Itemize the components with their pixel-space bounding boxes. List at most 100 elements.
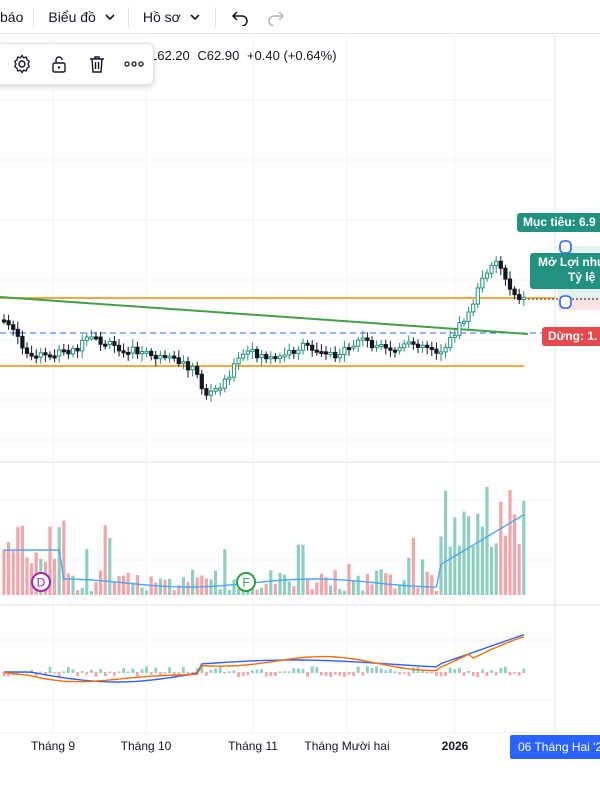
chart-menu[interactable]: Biểu đồ xyxy=(34,0,127,34)
lock-button[interactable] xyxy=(41,46,79,82)
macd-histogram-bar xyxy=(352,672,355,677)
macd-histogram-bar xyxy=(458,667,461,673)
toolbar-divider xyxy=(33,6,35,27)
macd-histogram-bar xyxy=(522,668,526,673)
macd-histogram-bar xyxy=(260,669,263,673)
settings-button[interactable] xyxy=(3,46,41,82)
volume-bar xyxy=(154,582,158,595)
macd-histogram-bar xyxy=(264,672,268,677)
macd-histogram-bar xyxy=(62,671,66,673)
candle-body xyxy=(305,342,310,346)
macd-histogram-bar xyxy=(214,668,217,673)
delete-button[interactable] xyxy=(78,46,116,82)
profile-menu-label: Hồ sơ xyxy=(142,8,181,25)
volume-bar xyxy=(480,526,484,595)
macd-histogram-bar xyxy=(402,672,406,674)
more-button[interactable] xyxy=(116,46,154,82)
volume-bar xyxy=(319,573,323,595)
volume-series xyxy=(2,486,526,595)
macd-histogram-bar xyxy=(513,672,516,674)
macd-histogram-bar xyxy=(53,672,56,674)
toolbar-divider xyxy=(127,6,129,27)
date-tick: Tháng 11 xyxy=(228,739,278,753)
candle-body xyxy=(126,351,131,355)
candle-body xyxy=(29,352,34,357)
stop-label[interactable]: Dừng: 1. xyxy=(542,327,600,346)
profile-menu[interactable]: Hồ sơ xyxy=(129,0,215,34)
open-pnl-label[interactable]: Mở Lợi nhu Tỷ lệ xyxy=(530,253,600,289)
toolbar-divider xyxy=(214,6,216,27)
macd-histogram-bar xyxy=(159,672,162,677)
volume-bar xyxy=(301,544,305,595)
volume-bar xyxy=(370,584,374,595)
volume-bar xyxy=(145,590,149,595)
candle-body xyxy=(484,272,490,279)
candle-body xyxy=(466,311,471,322)
volume-bar xyxy=(494,543,498,595)
macd-histogram-bar xyxy=(2,672,6,677)
candle-body xyxy=(438,351,444,355)
candle-body xyxy=(429,346,434,350)
macd-histogram-bar xyxy=(310,666,314,673)
macd-histogram-bar xyxy=(412,667,415,673)
candle-body xyxy=(521,296,526,300)
volume-bar xyxy=(241,588,245,595)
macd-histogram-bar xyxy=(103,672,107,677)
macd-histogram-bar xyxy=(228,671,231,673)
volume-bar xyxy=(20,525,24,595)
volume-bar xyxy=(508,489,512,595)
macd-histogram-bar xyxy=(85,672,89,675)
date-tick: Tháng 9 xyxy=(30,739,76,753)
volume-bar xyxy=(117,576,121,595)
candle-body xyxy=(38,352,43,358)
undo-button[interactable] xyxy=(222,0,258,34)
macd-histogram-bar xyxy=(297,668,300,673)
volume-bar xyxy=(85,548,89,595)
macd-histogram-bar xyxy=(278,671,282,673)
chart-canvas[interactable]: D F xyxy=(0,35,600,733)
candle-body xyxy=(300,342,306,351)
drawing-float-toolbar xyxy=(0,43,154,85)
volume-bar xyxy=(522,500,526,595)
signal-line xyxy=(3,636,525,683)
dividend-marker[interactable]: D xyxy=(31,572,51,592)
macd-histogram-bar xyxy=(425,672,429,674)
macd-histogram-bar xyxy=(494,672,498,676)
candle-body xyxy=(47,354,53,358)
volume-bar xyxy=(218,589,222,595)
candle-body xyxy=(374,344,379,349)
candle-body xyxy=(144,350,149,354)
time-axis[interactable]: Tháng 9 Tháng 10 Tháng 11 Tháng Mười hai… xyxy=(0,733,600,761)
volume-bar xyxy=(296,544,300,595)
candle-body xyxy=(93,336,99,340)
macd-histogram-bar xyxy=(145,666,148,673)
target-handle[interactable] xyxy=(559,240,572,254)
alert-menu[interactable]: báo xyxy=(0,0,33,34)
pane-separators xyxy=(0,35,600,733)
macd-histogram-bar xyxy=(7,672,10,677)
candle-body xyxy=(24,347,30,354)
macd-histogram-bar xyxy=(504,666,507,673)
entry-handle[interactable] xyxy=(559,295,572,309)
candle-body xyxy=(20,335,25,349)
macd-histogram-bar xyxy=(154,667,158,673)
macd-histogram-bar xyxy=(333,672,337,675)
macd-histogram-bar xyxy=(292,668,296,673)
candle-body xyxy=(121,350,126,354)
macd-histogram-bar xyxy=(209,669,213,673)
candle-body xyxy=(461,320,467,324)
financials-marker[interactable]: F xyxy=(236,572,256,592)
candle-body xyxy=(199,373,204,390)
target-label[interactable]: Mục tiêu: 6.9 xyxy=(517,213,600,232)
macd-histogram-bar xyxy=(356,666,360,673)
volume-bar xyxy=(448,546,452,595)
volume-bar xyxy=(462,511,466,595)
volume-bar xyxy=(273,583,277,595)
ohlc-legend: L62.20 C62.90 +0.40 (+0.64%) xyxy=(150,48,341,63)
candle-body xyxy=(397,347,402,352)
redo-button[interactable] xyxy=(258,0,294,34)
volume-bar xyxy=(11,550,15,595)
green-trend-line[interactable] xyxy=(0,296,529,335)
volume-bar xyxy=(287,581,291,595)
